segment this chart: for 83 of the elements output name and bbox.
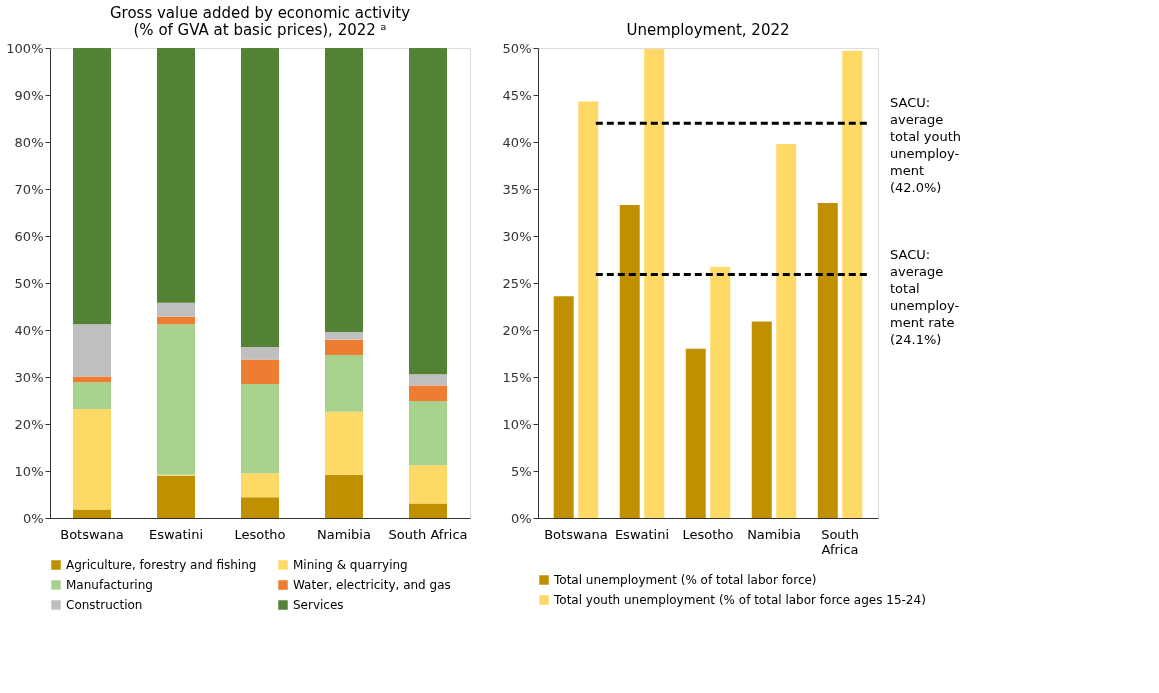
- bar: [776, 143, 797, 518]
- chart-title: Unemployment, 2022: [626, 21, 790, 39]
- bar: [241, 473, 279, 498]
- y-tick-label: 70%: [14, 181, 44, 197]
- bar: [157, 302, 195, 317]
- bar: [241, 384, 279, 474]
- bar: [644, 48, 665, 518]
- x-tick-label: Botswana: [544, 526, 608, 542]
- bar: [73, 48, 111, 325]
- bar: [578, 101, 599, 518]
- bar: [409, 48, 447, 375]
- legend-label: Total youth unemployment (% of total labor force ages 15-24): [553, 593, 926, 607]
- x-tick-label: South Africa: [388, 526, 468, 542]
- bar: [751, 321, 772, 518]
- ref-line-label: SACU: average total youth unemploy- ment (42.0%): [890, 95, 962, 196]
- y-tick-label: 40%: [14, 322, 44, 338]
- bar: [409, 465, 447, 504]
- bar: [157, 48, 195, 303]
- y-tick-label: 0%: [22, 510, 44, 526]
- legend-label: Construction: [66, 598, 143, 612]
- y-tick-label: 90%: [14, 87, 44, 103]
- bar: [241, 497, 279, 518]
- legend-label: Water, electricity, and gas: [293, 578, 451, 592]
- y-tick-label: 20%: [14, 416, 44, 432]
- bar: [619, 204, 640, 518]
- y-tick-label: 50%: [502, 40, 532, 56]
- legend-label: Services: [293, 598, 344, 612]
- bar: [157, 475, 195, 518]
- x-tick-label: Eswatini: [614, 526, 670, 542]
- bar: [241, 48, 279, 347]
- legend-label: Mining & quarrying: [293, 558, 408, 572]
- bar: [73, 324, 111, 377]
- y-tick-label: 30%: [502, 228, 532, 244]
- bar: [553, 296, 574, 518]
- bar: [325, 48, 363, 332]
- x-tick-label: Namibia: [747, 526, 801, 542]
- bar: [73, 509, 111, 518]
- x-tick-label: Lesotho: [682, 526, 734, 542]
- bar: [685, 348, 706, 518]
- bar: [241, 346, 279, 360]
- bar: [409, 400, 447, 466]
- text: (% of GVA at basic prices), 2022 ᵃ: [133, 21, 387, 39]
- y-tick-label: 20%: [502, 322, 532, 338]
- x-tick-label: Botswana: [60, 526, 124, 542]
- y-tick-label: 45%: [502, 87, 532, 103]
- bar: [325, 411, 363, 475]
- text: Gross value added by economic activity: [109, 4, 411, 22]
- legend-label: Agriculture, forestry and fishing: [66, 558, 257, 572]
- bar: [710, 267, 731, 518]
- bar: [325, 331, 363, 340]
- y-tick-label: 35%: [502, 181, 532, 197]
- y-tick-label: 10%: [14, 463, 44, 479]
- y-tick-label: 80%: [14, 134, 44, 150]
- x-tick-label: Eswatini: [148, 526, 204, 542]
- bar: [325, 474, 363, 518]
- y-tick-label: 10%: [502, 416, 532, 432]
- y-tick-label: 25%: [502, 275, 532, 291]
- y-tick-label: 30%: [14, 369, 44, 385]
- x-tick-label: South Africa: [821, 526, 859, 557]
- legend-label: Manufacturing: [66, 578, 153, 592]
- ref-line-label: SACU: average total unemploy- ment rate (24.1%): [890, 246, 960, 347]
- y-tick-label: 15%: [502, 369, 532, 385]
- bar: [409, 385, 447, 401]
- bar: [325, 354, 363, 412]
- legend-label: Total unemployment (% of total labor force): [553, 573, 817, 587]
- bar: [73, 382, 111, 409]
- bar: [241, 359, 279, 385]
- y-tick-label: 0%: [510, 510, 532, 526]
- bar: [325, 339, 363, 355]
- y-tick-label: 40%: [502, 134, 532, 150]
- y-tick-label: 60%: [14, 228, 44, 244]
- bar: [73, 408, 111, 510]
- x-tick-label: Namibia: [317, 526, 371, 542]
- y-tick-label: 100%: [6, 40, 44, 56]
- y-tick-label: 5%: [510, 463, 532, 479]
- bar: [409, 503, 447, 518]
- bar: [409, 374, 447, 386]
- x-tick-label: Lesotho: [234, 526, 286, 542]
- bar: [842, 50, 863, 518]
- bar: [157, 324, 195, 475]
- bar: [157, 316, 195, 325]
- bar: [817, 203, 838, 518]
- y-tick-label: 50%: [14, 275, 44, 291]
